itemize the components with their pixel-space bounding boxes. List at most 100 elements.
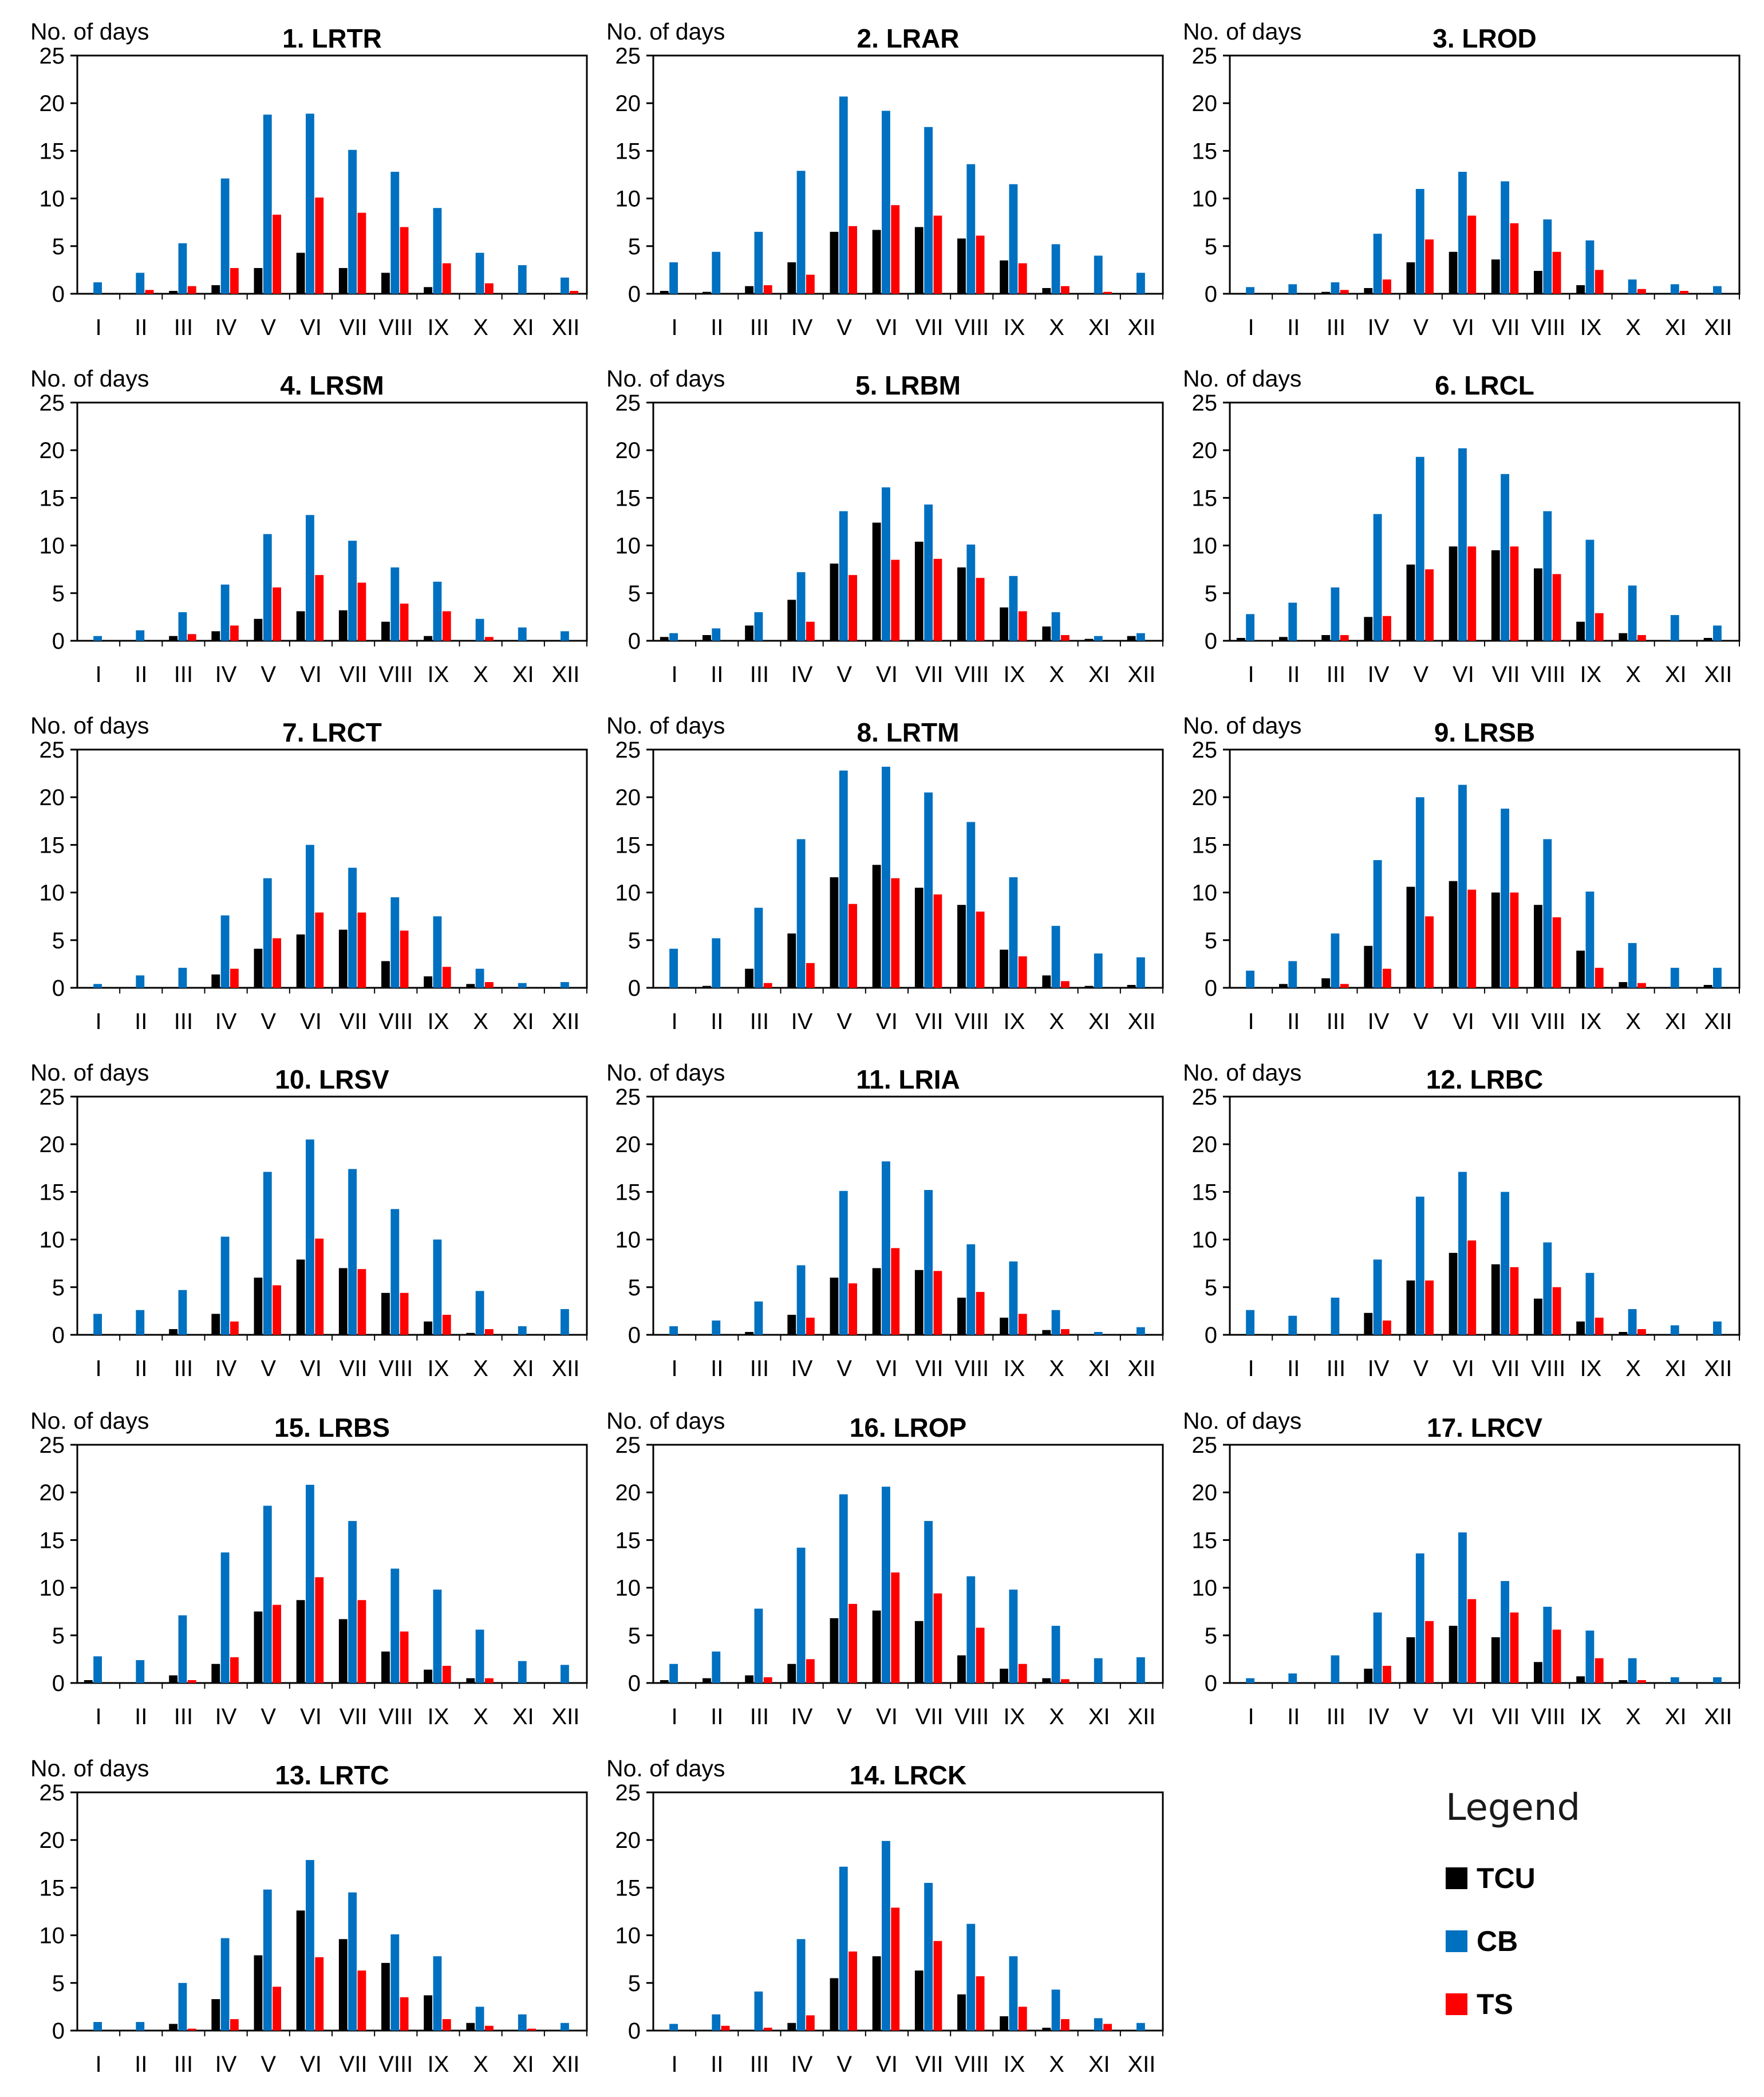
- bar-ts: [1425, 569, 1434, 641]
- x-tick-label: IV: [791, 315, 813, 340]
- bar-tcu: [830, 563, 839, 641]
- x-tick-label: III: [750, 1356, 769, 1381]
- y-tick-label: 5: [628, 1623, 641, 1649]
- y-tick-label: 0: [1205, 1671, 1217, 1696]
- bar-ts: [315, 1238, 324, 1335]
- bar-ts: [763, 983, 772, 988]
- bar-cb: [263, 1889, 272, 2031]
- bar-cb: [518, 983, 527, 988]
- bar-tcu: [381, 1651, 390, 1683]
- x-tick-label: IV: [791, 662, 813, 687]
- bar-ts: [187, 2028, 196, 2031]
- y-tick-label: 15: [40, 1875, 65, 1901]
- bar-tcu: [1321, 291, 1331, 294]
- y-tick-label: 5: [52, 581, 65, 606]
- bar-ts: [442, 611, 451, 641]
- bar-cb: [1288, 284, 1297, 294]
- bar-tcu: [872, 1956, 881, 2031]
- bar-cb: [433, 916, 442, 988]
- y-axis-label: No. of days: [30, 1059, 149, 1086]
- x-tick-label: XII: [551, 1704, 579, 1729]
- bar-ts: [891, 205, 900, 294]
- bar-ts: [1383, 968, 1391, 988]
- x-tick-label: XI: [1088, 2052, 1110, 2077]
- bar-tcu: [957, 1655, 966, 1683]
- bar-tcu: [745, 1332, 754, 1335]
- bar-tcu: [745, 968, 754, 988]
- y-tick-label: 15: [1192, 139, 1218, 164]
- x-tick-label: V: [1413, 1704, 1428, 1729]
- bar-ts: [721, 2025, 730, 2031]
- bar-ts: [1467, 889, 1477, 988]
- bar-cb: [1246, 614, 1255, 641]
- x-tick-label: III: [1327, 662, 1345, 687]
- y-tick-label: 10: [1192, 1576, 1218, 1601]
- plot-frame: [76, 748, 588, 989]
- x-tick-label: VII: [340, 1356, 368, 1381]
- bar-ts: [1637, 983, 1646, 988]
- x-tick-label: II: [711, 1009, 723, 1034]
- x-tick-label: V: [1413, 662, 1428, 687]
- y-tick-label: 25: [1192, 1085, 1218, 1110]
- x-tick-label: VIII: [1531, 662, 1565, 687]
- y-tick-label: 20: [615, 1132, 641, 1157]
- x-tick-label: VIII: [378, 1009, 413, 1034]
- bar-cb: [1415, 1553, 1424, 1683]
- bar-tcu: [1364, 617, 1373, 641]
- x-tick-label: IX: [1580, 1356, 1602, 1381]
- bar-cb: [1051, 612, 1060, 641]
- x-tick-label: VIII: [1531, 1009, 1565, 1034]
- x-tick-label: II: [711, 2052, 723, 2077]
- bar-ts: [485, 637, 494, 641]
- x-tick-label: XII: [551, 662, 579, 687]
- bar-tcu: [914, 227, 924, 294]
- plot-frame: [76, 1444, 588, 1684]
- x-tick-label: V: [1413, 1009, 1428, 1034]
- y-tick-label: 5: [1205, 1623, 1217, 1649]
- x-tick-label: VI: [1453, 1704, 1474, 1729]
- bar-tcu: [660, 1680, 669, 1683]
- y-tick-label: 10: [615, 187, 641, 212]
- bar-cb: [1501, 1192, 1510, 1335]
- bar-cb: [1713, 625, 1722, 641]
- x-tick-label: II: [135, 1356, 147, 1381]
- bar-ts: [1383, 279, 1391, 294]
- bar-tcu: [1576, 621, 1585, 641]
- bar-tcu: [872, 1610, 881, 1683]
- bar-tcu: [424, 976, 433, 988]
- x-tick-label: VII: [915, 1356, 944, 1381]
- x-tick-label: VI: [300, 1704, 322, 1729]
- bar-ts: [1061, 286, 1070, 294]
- bar-tcu: [914, 888, 924, 988]
- x-tick-label: VI: [1453, 1009, 1474, 1034]
- x-tick-label: X: [1625, 1356, 1641, 1381]
- bar-tcu: [1042, 1678, 1051, 1683]
- x-tick-label: IV: [791, 2052, 813, 2077]
- x-tick-label: IX: [1004, 1009, 1025, 1034]
- y-tick-label: 25: [40, 738, 65, 763]
- x-tick-label: II: [711, 315, 723, 340]
- bar-ts: [1018, 611, 1027, 641]
- plot-frame: [652, 1791, 1164, 2032]
- bar-cb: [1628, 1658, 1637, 1683]
- bar-ts: [806, 1318, 815, 1335]
- bar-tcu: [338, 1268, 348, 1335]
- x-tick-label: XII: [1127, 1356, 1155, 1381]
- bar-tcu: [254, 1278, 263, 1335]
- x-tick-label: VI: [300, 662, 322, 687]
- bar-ts: [1103, 2024, 1112, 2031]
- bar-ts: [315, 1577, 324, 1683]
- bar-ts: [230, 2019, 239, 2031]
- plot-frame: [652, 1444, 1164, 1684]
- bar-ts: [1680, 291, 1688, 294]
- y-axis-label: No. of days: [606, 18, 725, 45]
- bar-cb: [518, 2014, 527, 2031]
- plot-frame: [76, 54, 588, 295]
- bar-cb: [669, 1664, 678, 1683]
- bar-tcu: [1491, 1637, 1500, 1683]
- legend-swatch-tcu: [1446, 1867, 1467, 1889]
- x-tick-label: VIII: [378, 1704, 413, 1729]
- bar-ts: [806, 274, 815, 294]
- x-tick-label: X: [473, 2052, 488, 2077]
- bar-ts: [1552, 574, 1561, 641]
